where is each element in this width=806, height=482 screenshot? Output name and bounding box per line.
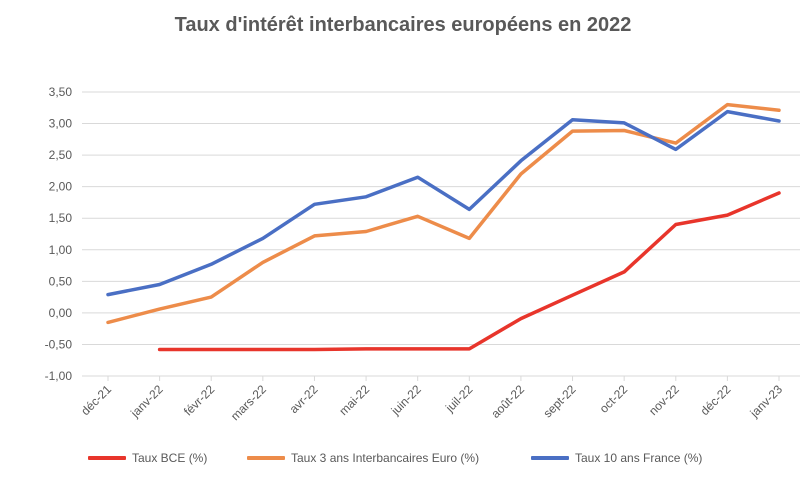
x-tick-label: sept-22 (540, 382, 578, 420)
x-tick-label: nov-22 (646, 382, 682, 418)
y-tick-label: -1,00 (45, 369, 73, 383)
x-tick-label: janv-23 (747, 382, 786, 421)
y-tick-label: 2,00 (49, 180, 73, 194)
x-tick-label: oct-22 (597, 382, 631, 416)
y-tick-label: 2,50 (49, 148, 73, 162)
line-chart: -1,00 -0,50 0,00 0,50 1,00 1,50 2,00 2,50 3,00 3,… (45, 85, 800, 423)
y-tick-label: 1,50 (49, 211, 73, 225)
x-tick-label: déc-21 (78, 382, 114, 418)
y-tick-label: 1,00 (49, 243, 73, 257)
legend-swatch (88, 456, 126, 460)
x-tick-label: févr-22 (181, 382, 218, 419)
y-tick-label: -0,50 (45, 337, 73, 351)
y-tick-label: 3,50 (49, 85, 73, 99)
x-tick-label: janv-22 (127, 382, 166, 421)
x-tick-label: déc-22 (698, 382, 734, 418)
chart-title: Taux d'intérêt interbancaires européens … (174, 14, 632, 36)
legend-label: Taux BCE (%) (132, 451, 208, 465)
y-tick-label: 0,50 (49, 274, 73, 288)
legend-item: Taux 10 ans France (%) (531, 451, 702, 465)
series-line-3 (106, 109, 781, 297)
series-line-1 (157, 191, 781, 352)
legend-label: Taux 3 ans Interbancaires Euro (%) (291, 451, 480, 465)
legend-item: Taux BCE (%) (88, 451, 207, 465)
x-tick-label: mai-22 (336, 382, 372, 418)
x-tick-label: avr-22 (287, 382, 321, 416)
legend-label: Taux 10 ans France (%) (575, 451, 703, 465)
chart-legend: Taux BCE (%) Taux 3 ans Interbancaires Eu… (0, 451, 806, 473)
y-tick-label: 3,00 (49, 117, 73, 131)
series-line-2 (106, 102, 781, 325)
legend-swatch (247, 456, 285, 460)
x-tick-label: juin-22 (388, 382, 424, 418)
legend-swatch (531, 456, 569, 460)
x-tick-label: mars-22 (228, 382, 269, 423)
x-tick-label: août-22 (488, 382, 527, 421)
x-tick-label: juil-22 (442, 382, 475, 415)
y-tick-label: 0,00 (49, 306, 73, 320)
legend-item: Taux 3 ans Interbancaires Euro (%) (247, 451, 479, 465)
